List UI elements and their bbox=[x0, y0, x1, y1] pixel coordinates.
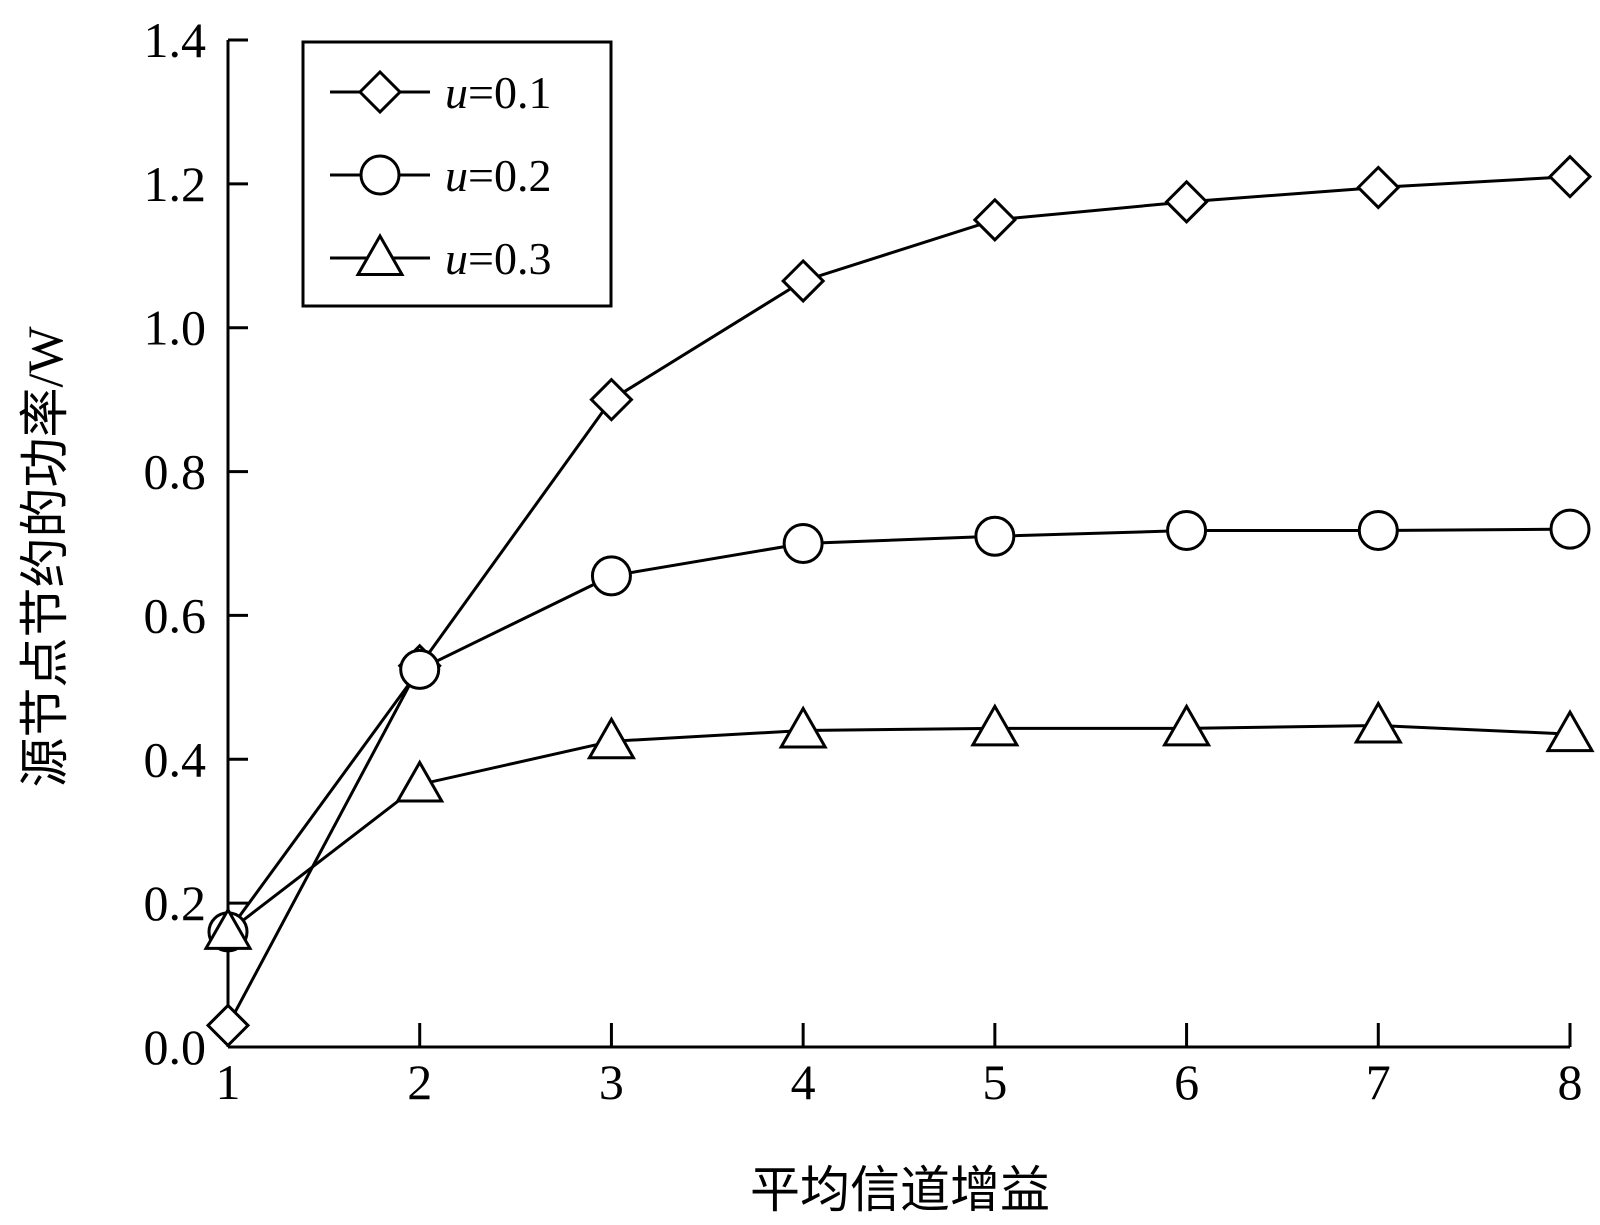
data-point-triangle bbox=[1353, 700, 1403, 744]
y-tick-label: 0.0 bbox=[144, 1019, 207, 1075]
data-point-triangle bbox=[1545, 709, 1595, 753]
data-point-diamond bbox=[589, 377, 634, 422]
y-tick-label: 0.4 bbox=[144, 731, 207, 787]
legend-marker-circle bbox=[359, 154, 401, 196]
data-point-triangle bbox=[203, 906, 253, 950]
series-line-diamond bbox=[226, 175, 1571, 1027]
y-axis-label: 源节点节约的功率/W bbox=[17, 326, 73, 788]
data-point-triangle bbox=[970, 703, 1020, 747]
data-point-diamond bbox=[205, 1003, 251, 1048]
y-tick-label: 1.0 bbox=[144, 300, 207, 356]
data-point-triangle bbox=[586, 716, 637, 760]
x-tick-label: 4 bbox=[791, 1054, 816, 1110]
y-tick-label: 0.8 bbox=[144, 444, 207, 500]
x-tick-label: 3 bbox=[599, 1054, 624, 1110]
x-tick-label: 1 bbox=[216, 1054, 241, 1110]
x-tick-label: 6 bbox=[1174, 1054, 1199, 1110]
data-point-circle bbox=[1549, 508, 1591, 550]
y-tick-label: 1.2 bbox=[144, 156, 207, 212]
y-tick-label: 0.2 bbox=[144, 875, 207, 931]
plot-area bbox=[203, 154, 1595, 1048]
y-tick-label: 1.4 bbox=[144, 12, 207, 68]
series-line-circle bbox=[226, 527, 1571, 933]
data-point-diamond bbox=[781, 258, 826, 304]
data-point-circle bbox=[1357, 510, 1399, 552]
data-point-diamond bbox=[1356, 165, 1401, 210]
data-point-circle bbox=[974, 515, 1016, 557]
legend-marker-triangle bbox=[355, 232, 405, 276]
x-tick-label: 7 bbox=[1366, 1054, 1391, 1110]
x-tick-label: 8 bbox=[1558, 1054, 1583, 1110]
x-axis-label: 平均信道增益 bbox=[750, 1162, 1050, 1218]
legend: u=0.1 u=0.2 u=0.3 bbox=[301, 40, 613, 308]
legend-label: u=0.2 bbox=[445, 150, 551, 201]
data-point-diamond bbox=[1164, 179, 1209, 224]
data-point-circle bbox=[1166, 510, 1208, 552]
x-tick-label: 5 bbox=[982, 1054, 1007, 1110]
data-point-triangle bbox=[395, 759, 445, 803]
axes: 0.0 0.2 0.4 0.6 0.8 1.0 1.2 1.4 1 2 3 4 5 6 7 8 bbox=[144, 12, 1583, 1110]
data-point-diamond bbox=[1547, 154, 1593, 199]
legend-marker-diamond bbox=[357, 69, 403, 115]
series-line-triangle bbox=[227, 723, 1571, 934]
data-point-triangle bbox=[1161, 703, 1212, 747]
data-point-circle bbox=[782, 523, 824, 564]
y-tick-label: 0.6 bbox=[144, 587, 207, 643]
legend-label: u=0.3 bbox=[445, 233, 551, 284]
data-point-circle bbox=[399, 648, 441, 690]
legend-label: u=0.1 bbox=[445, 67, 551, 118]
x-tick-label: 2 bbox=[407, 1054, 432, 1110]
data-point-circle bbox=[590, 555, 632, 597]
data-point-diamond bbox=[972, 197, 1017, 242]
data-point-triangle bbox=[778, 705, 828, 749]
